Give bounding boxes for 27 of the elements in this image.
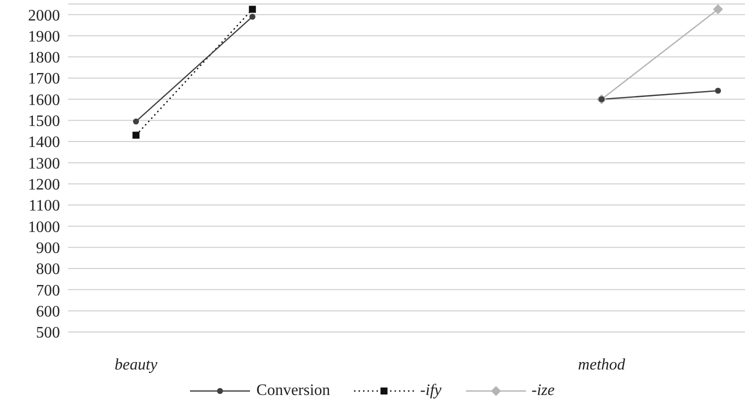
point xyxy=(132,132,140,139)
y-tick-label: 1500 xyxy=(28,113,60,130)
y-tick-label: 500 xyxy=(36,324,60,342)
x-tick-label: method xyxy=(578,356,626,374)
y-tick-label: 1900 xyxy=(28,28,60,46)
y-tick-label: 1300 xyxy=(28,155,60,172)
y-tick-label: 1100 xyxy=(28,198,60,215)
legend-label: Conversion xyxy=(256,382,330,400)
point xyxy=(715,88,721,94)
y-tick-label: 1600 xyxy=(28,92,60,109)
point xyxy=(133,118,139,124)
legend-label: -ify xyxy=(420,382,442,400)
point xyxy=(249,14,256,20)
y-tick-label: 2000 xyxy=(28,7,60,24)
y-tick-label: 900 xyxy=(36,240,60,258)
y-tick-label: 1400 xyxy=(28,134,60,152)
y-tick-label: 700 xyxy=(36,282,60,300)
y-tick-label: 1800 xyxy=(28,50,60,67)
x-tick-label: beauty xyxy=(114,356,158,374)
y-tick-label: 1700 xyxy=(28,70,60,88)
point xyxy=(248,6,256,13)
point xyxy=(713,4,723,14)
y-tick-label: 800 xyxy=(36,261,60,278)
y-tick-label: 600 xyxy=(36,304,60,321)
legend-label: -ize xyxy=(532,382,555,400)
y-tick-label: 1000 xyxy=(28,218,60,236)
y-tick-label: 1200 xyxy=(28,176,60,194)
